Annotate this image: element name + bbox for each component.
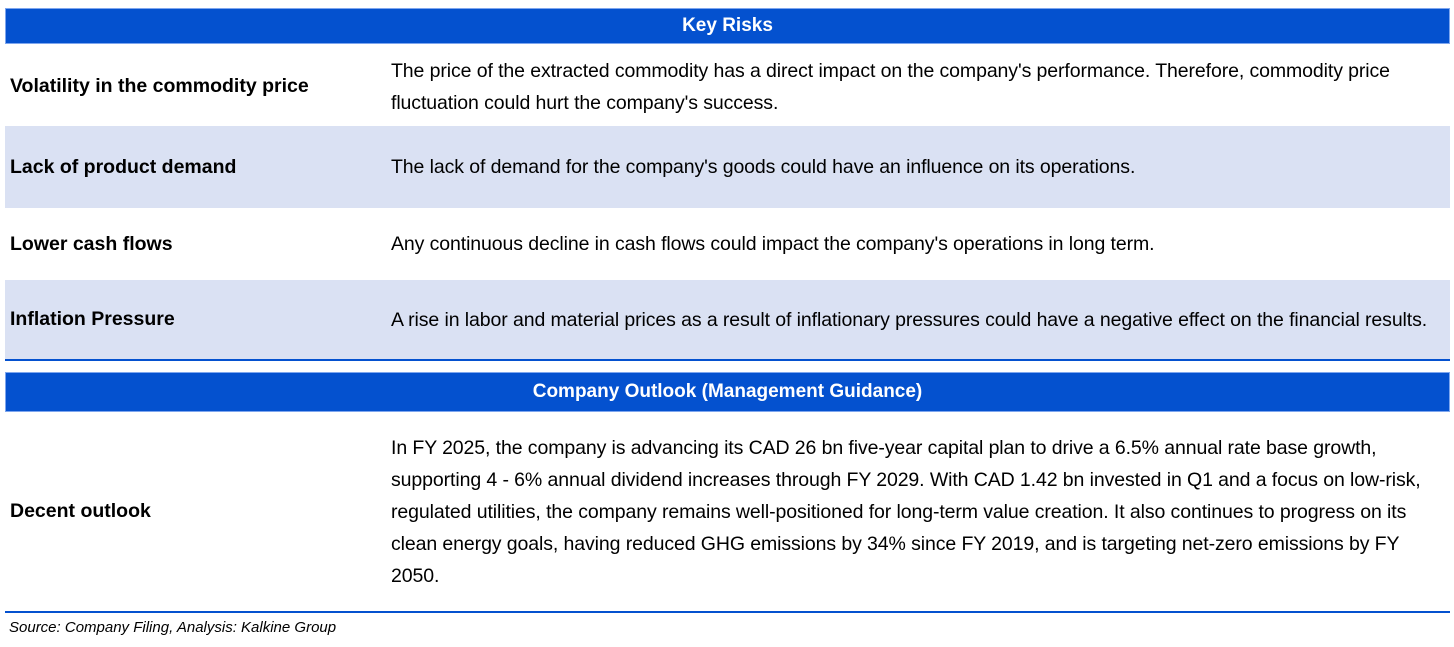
risk-row: Volatility in the commodity price The pr… [5, 47, 1450, 126]
risk-label: Volatility in the commodity price [10, 75, 309, 97]
risk-row: Lack of product demand The lack of deman… [5, 126, 1450, 208]
key-risks-header: Key Risks [5, 8, 1450, 44]
risk-label: Inflation Pressure [10, 308, 175, 330]
outlook-description: In FY 2025, the company is advancing its… [391, 436, 1421, 587]
risk-row: Inflation Pressure A rise in labor and m… [5, 280, 1450, 359]
outlook-header: Company Outlook (Management Guidance) [5, 372, 1450, 412]
risk-description: A rise in labor and material prices as a… [391, 308, 1428, 331]
divider [5, 611, 1450, 613]
risk-row: Lower cash flows Any continuous decline … [5, 208, 1450, 280]
risk-description: Any continuous decline in cash flows cou… [391, 233, 1155, 255]
source-note: Source: Company Filing, Analysis: Kalkin… [9, 619, 337, 636]
outlook-row: Decent outlook In FY 2025, the company i… [5, 412, 1450, 611]
risk-label: Lack of product demand [10, 155, 237, 178]
risk-description: The price of the extracted commodity has… [391, 59, 1390, 114]
divider [5, 359, 1450, 361]
risk-label: Lower cash flows [10, 232, 173, 255]
outlook-label: Decent outlook [10, 500, 151, 522]
risk-description: The lack of demand for the company's goo… [391, 156, 1136, 178]
